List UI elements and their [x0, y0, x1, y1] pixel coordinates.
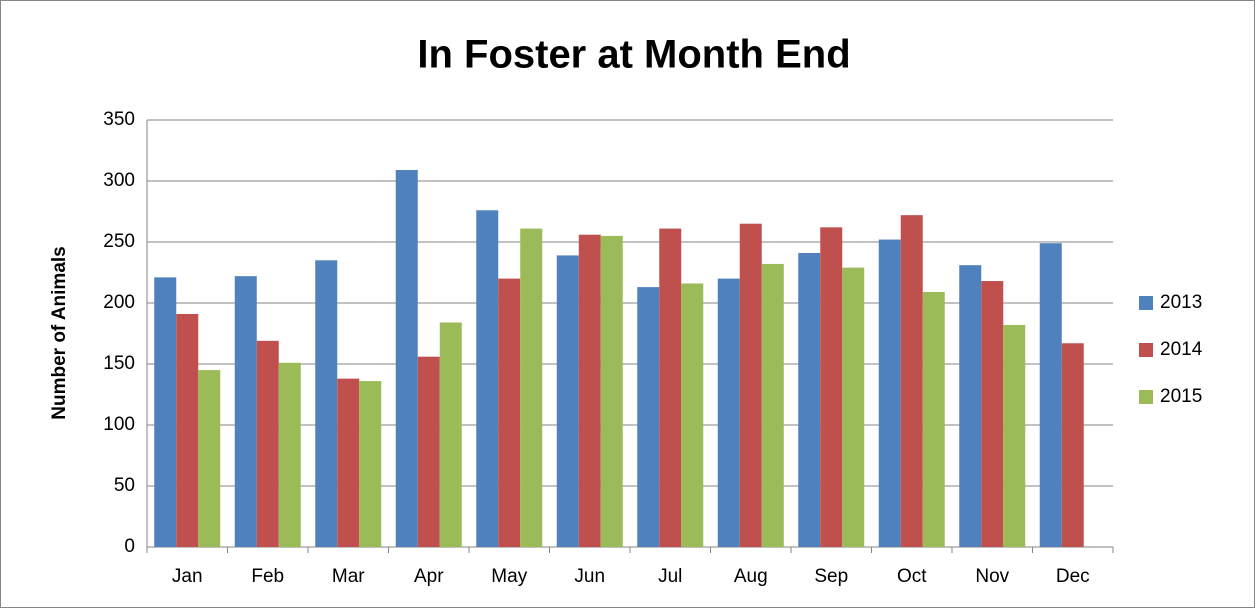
legend-label: 2013 [1160, 292, 1202, 313]
chart-title: In Foster at Month End [417, 33, 850, 77]
bar [256, 340, 279, 547]
bar [717, 278, 740, 547]
x-tick-label: Sep [814, 566, 848, 587]
bar [820, 227, 843, 548]
y-tick-label: 350 [103, 109, 135, 130]
bar [556, 255, 579, 548]
bar [520, 228, 543, 547]
x-tick-label: Apr [414, 566, 444, 587]
bar [337, 378, 360, 547]
bar [476, 210, 499, 547]
bar [359, 381, 382, 547]
bar [922, 292, 945, 547]
y-tick-label: 0 [124, 536, 135, 557]
bar [1003, 324, 1026, 547]
x-tick-label: Jan [172, 566, 203, 587]
y-tick-label: 200 [103, 292, 135, 313]
x-tick-label: Jun [574, 566, 605, 587]
x-tick-label: Feb [251, 566, 284, 587]
bar [417, 356, 440, 547]
y-tick-label: 50 [114, 475, 135, 496]
bar [498, 278, 521, 547]
x-tick-label: May [491, 566, 527, 587]
x-tick-label: Aug [734, 566, 768, 587]
y-axis-label: Number of Animals [49, 246, 70, 420]
bar [1039, 243, 1062, 547]
x-tick-label: Oct [897, 566, 927, 587]
bar [798, 252, 821, 548]
y-tick-label: 300 [103, 170, 135, 191]
x-tick-label: Nov [975, 566, 1009, 587]
bar [234, 276, 257, 547]
x-tick-label: Mar [332, 566, 365, 587]
x-tick-label: Dec [1056, 566, 1090, 587]
bar [981, 281, 1004, 547]
bar [659, 228, 682, 547]
bar [315, 260, 338, 547]
bar [842, 267, 865, 547]
bar [900, 215, 923, 547]
bar [959, 265, 982, 547]
bar [278, 362, 301, 547]
legend-swatch [1139, 343, 1153, 357]
legend-label: 2014 [1160, 339, 1203, 360]
bar [637, 287, 660, 547]
bar [761, 263, 784, 547]
bar [739, 223, 762, 547]
bar [439, 322, 462, 547]
bar [154, 277, 177, 547]
bar [878, 239, 901, 547]
bar [395, 170, 418, 547]
bar [1061, 343, 1084, 547]
bar [681, 283, 704, 547]
y-tick-label: 100 [103, 414, 135, 435]
y-tick-label: 250 [103, 231, 135, 252]
bar [600, 235, 623, 547]
bar [198, 370, 221, 547]
legend-swatch [1139, 296, 1153, 310]
x-tick-label: Jul [658, 566, 682, 587]
bar [578, 234, 601, 547]
bar [176, 313, 199, 547]
legend-swatch [1139, 390, 1153, 404]
legend-label: 2015 [1160, 386, 1202, 407]
y-tick-label: 150 [103, 353, 135, 374]
